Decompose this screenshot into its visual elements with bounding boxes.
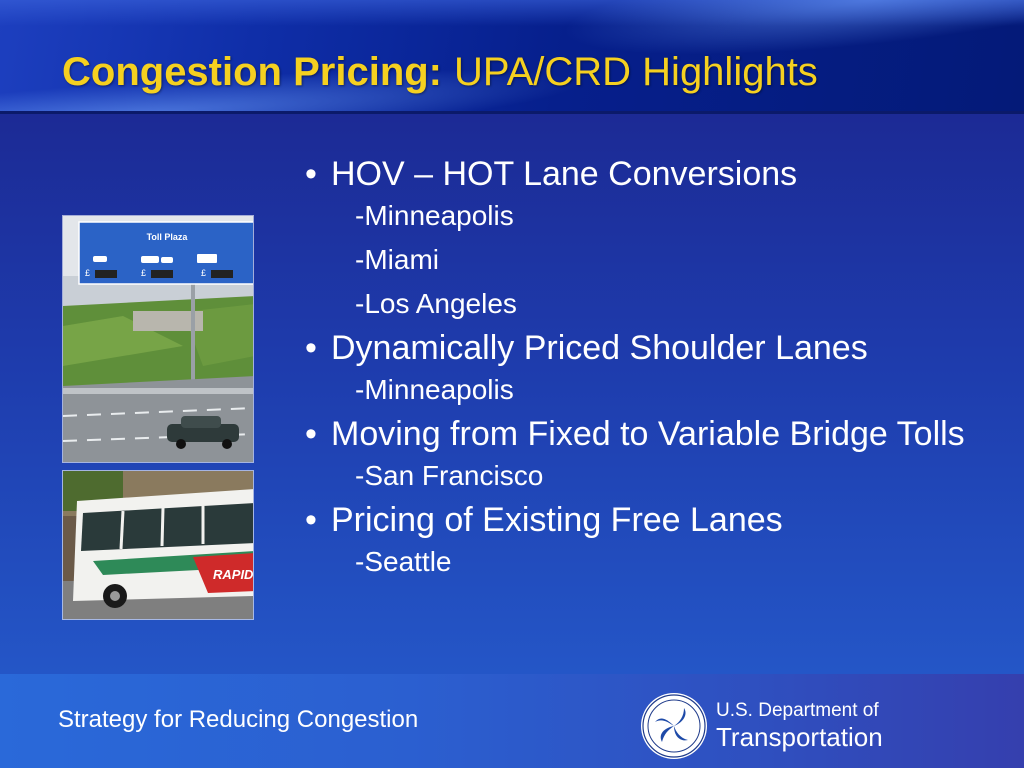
bullet-text: HOV – HOT Lane Conversions (331, 155, 798, 193)
sub-bullet-item: -Minneapolis (355, 374, 514, 405)
toll-plaza-photo: Toll Plaza £ £ £ (62, 215, 254, 463)
bullet-item: • Moving from Fixed to Variable Bridge To… (305, 414, 1005, 454)
bullet-dot: • (305, 155, 317, 193)
toll-sign-text: Toll Plaza (147, 232, 189, 242)
dot-seal-logo (640, 692, 708, 760)
pound-symbol-1: £ (85, 268, 90, 278)
footer-strategy-text: Strategy for Reducing Congestion (58, 706, 419, 733)
bullet-list: • HOV – HOT Lane Conversions -Minneapolis -… (305, 152, 1005, 584)
bullet-text: Moving from Fixed to Variable Bridge Tol… (331, 415, 965, 453)
bullet-item: • Pricing of Existing Free Lanes (305, 500, 1005, 540)
bullet-item: • Dynamically Priced Shoulder Lanes (305, 328, 1005, 368)
sub-bullet-item: -Miami (355, 244, 439, 275)
dept-name-line1: U.S. Department of (716, 700, 879, 721)
bus-rapid-text: RAPID (213, 567, 254, 582)
bullet-dot: • (305, 501, 317, 539)
sub-bullet-item: -Minneapolis (355, 200, 514, 231)
header-divider (0, 111, 1024, 114)
footer-band (0, 674, 1024, 768)
pound-symbol-3: £ (201, 268, 206, 278)
slide-title: Congestion Pricing: UPA/CRD Highlights (62, 50, 818, 95)
bullet-text: Pricing of Existing Free Lanes (331, 501, 783, 539)
bullet-dot: • (305, 329, 317, 367)
sub-bullet-item: -Los Angeles (355, 288, 517, 319)
bullet-dot: • (305, 415, 317, 453)
sub-bullet-item: -Seattle (355, 546, 452, 577)
car-icon (167, 416, 239, 449)
sub-bullet-item: -San Francisco (355, 460, 544, 491)
pound-symbol-2: £ (141, 268, 146, 278)
header-banner (0, 0, 1024, 112)
dept-name-line2: Transportation (716, 722, 883, 752)
bullet-item: • HOV – HOT Lane Conversions (305, 154, 1005, 194)
title-bold: Congestion Pricing: (62, 50, 442, 94)
rapid-bus-photo: RAPID (62, 470, 254, 620)
bullet-text: Dynamically Priced Shoulder Lanes (331, 329, 868, 367)
title-rest: UPA/CRD Highlights (454, 50, 818, 94)
